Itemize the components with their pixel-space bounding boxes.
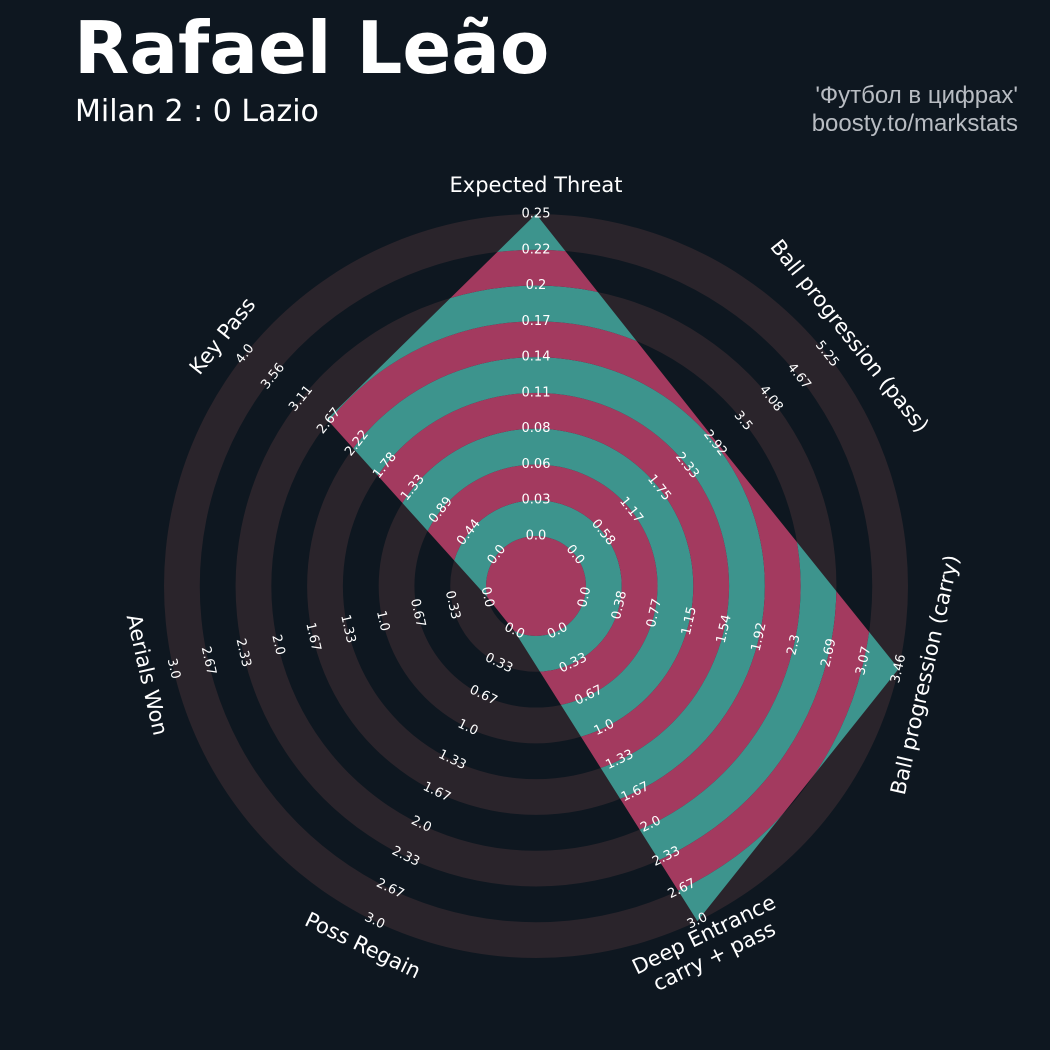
tick-label: 3.07 [853, 645, 874, 677]
tick-label: 0.33 [442, 589, 463, 621]
tick-label: 0.06 [522, 457, 551, 472]
value-ring-segment [486, 536, 586, 636]
tick-label: 0.0 [526, 529, 547, 544]
tick-label: 0.03 [522, 493, 551, 508]
tick-label: 2.67 [198, 645, 219, 677]
tick-label: 3.0 [164, 657, 183, 681]
tick-label: 1.67 [302, 621, 323, 653]
parameter-label: Expected Threat [450, 173, 623, 197]
tick-label: 2.3 [784, 633, 803, 657]
tick-label: 2.33 [233, 637, 254, 669]
credit-line-2: boosty.to/markstats [811, 110, 1018, 137]
parameter-label: Aerials Won [122, 612, 173, 738]
tick-label: 0.0 [575, 585, 594, 609]
credit-line-1: 'Футбол в цифрах' [815, 82, 1018, 109]
tick-label: 1.0 [373, 609, 392, 633]
tick-label: 0.14 [522, 350, 551, 365]
tick-label: 1.54 [714, 613, 735, 645]
tick-label: 0.17 [522, 314, 551, 329]
tick-label: 0.08 [522, 421, 551, 436]
tick-label: 2.69 [818, 637, 839, 669]
tick-label: 3.46 [888, 653, 909, 685]
match-subtitle: Milan 2 : 0 Lazio [75, 94, 319, 129]
tick-label: 2.0 [268, 633, 287, 657]
tick-label: 0.22 [522, 242, 551, 257]
tick-label: 0.11 [522, 385, 551, 400]
tick-label: 0.38 [609, 589, 630, 621]
tick-label: 0.67 [407, 597, 428, 629]
tick-label: 1.92 [749, 621, 770, 653]
tick-label: 0.0 [478, 585, 497, 609]
player-name-title: Rafael Leão [74, 6, 550, 90]
tick-label: 0.25 [522, 207, 551, 222]
tick-label: 0.77 [644, 597, 665, 629]
tick-labels: 0.0 0.03 0.06 0.08 0.11 0.14 0.17 0.2 0.22 0.25 0.… [164, 207, 909, 933]
tick-label: 0.2 [526, 278, 547, 293]
tick-label: 1.15 [679, 605, 700, 637]
tick-label: 1.33 [337, 613, 358, 645]
